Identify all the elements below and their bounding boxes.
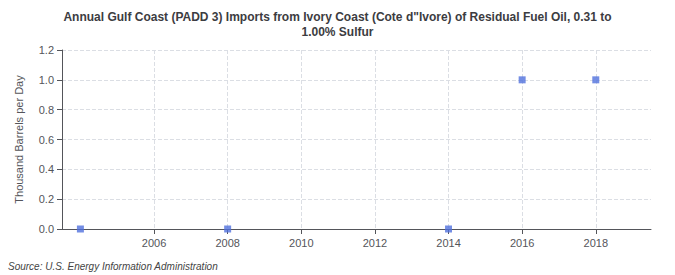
svg-text:0.4: 0.4 — [39, 163, 54, 175]
svg-text:2006: 2006 — [142, 237, 166, 249]
svg-text:1.2: 1.2 — [39, 44, 54, 56]
svg-text:0.0: 0.0 — [39, 223, 54, 235]
svg-text:0.2: 0.2 — [39, 193, 54, 205]
svg-text:0.6: 0.6 — [39, 134, 54, 146]
svg-text:1.00% Sulfur: 1.00% Sulfur — [301, 25, 373, 39]
svg-text:2016: 2016 — [510, 237, 534, 249]
svg-text:Thousand Barrels per Day: Thousand Barrels per Day — [13, 75, 25, 204]
svg-text:2018: 2018 — [584, 237, 608, 249]
svg-text:2014: 2014 — [436, 237, 460, 249]
svg-text:Source: U.S. Energy Informatio: Source: U.S. Energy Information Administ… — [8, 261, 218, 272]
svg-text:Annual Gulf Coast (PADD 3) Imp: Annual Gulf Coast (PADD 3) Imports from … — [63, 10, 611, 24]
svg-text:2010: 2010 — [289, 237, 313, 249]
svg-text:2008: 2008 — [215, 237, 239, 249]
svg-text:0.8: 0.8 — [39, 104, 54, 116]
svg-text:1.0: 1.0 — [39, 74, 54, 86]
svg-text:2012: 2012 — [363, 237, 387, 249]
